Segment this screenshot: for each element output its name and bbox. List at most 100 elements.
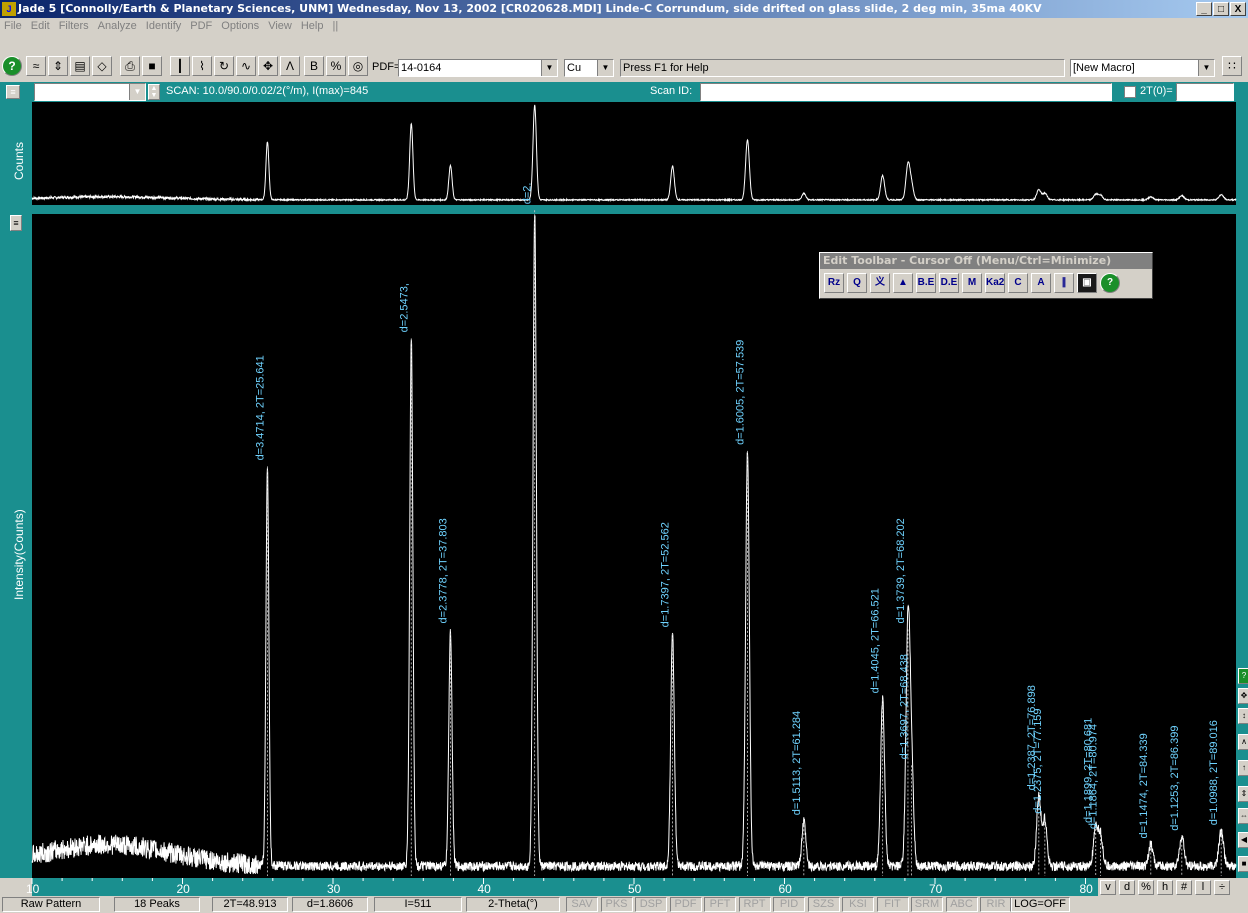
status-flag[interactable]: PKS [600,897,633,912]
edit-tool-button[interactable]: C [1008,273,1028,293]
move-icon[interactable]: ✥ [1238,688,1248,704]
status-flag[interactable]: RPT [738,897,771,912]
floppy-icon[interactable]: ■ [142,56,162,76]
panel-toggle-icon[interactable]: ≡ [6,85,20,99]
panel-toggle-icon[interactable]: ≡ [10,215,22,231]
status-axis[interactable]: 2-Theta(°) [466,897,560,912]
macro-run-icon[interactable]: ∷ [1222,56,1242,76]
unit-button[interactable]: d [1119,880,1135,895]
edit-tool-button[interactable]: ? [1100,273,1120,293]
help-icon[interactable]: ? [2,56,22,76]
menu-options[interactable]: Options [221,20,260,32]
edit-tool-button[interactable]: D.E [939,273,959,293]
globe-icon[interactable]: ◎ [348,56,368,76]
chevron-down-icon[interactable]: ▼ [597,60,613,76]
status-flag[interactable]: PFT [704,897,736,912]
twotheta0-checkbox[interactable] [1124,86,1136,98]
bg-icon[interactable]: B [304,56,324,76]
unit-button[interactable]: ÷ [1214,880,1230,895]
element-value: Cu [567,62,582,74]
filter-icon[interactable]: ≈ [26,56,46,76]
unit-button[interactable]: v [1100,880,1116,895]
unit-button[interactable]: l [1195,880,1211,895]
arrow-leftright-icon[interactable]: ⇔ [1238,808,1248,824]
unit-button[interactable]: h [1157,880,1173,895]
element-select[interactable]: Cu ▼ [564,59,614,77]
cycle-icon[interactable]: ↻ [214,56,234,76]
peaks-icon[interactable]: ⌇ [192,56,212,76]
x-tick-label: 40 [478,882,492,896]
help-icon[interactable]: ? [1238,668,1248,684]
status-flag[interactable]: ABC [945,897,978,912]
edit-tool-button[interactable]: Q [847,273,867,293]
menu-identify[interactable]: Identify [145,20,182,32]
twotheta0-input[interactable]: 0.0 [1176,83,1234,101]
arrows-icon[interactable]: ✥ [258,56,278,76]
chevron-down-icon[interactable]: ▼ [541,60,557,76]
status-flag[interactable]: FIT [876,897,909,912]
edit-toolbar-caption[interactable]: Edit Toolbar - Cursor Off (Menu/Ctrl=Min… [820,253,1152,269]
status-flag[interactable]: KSI [842,897,874,912]
arrow-up-icon[interactable]: ↑ [1238,760,1248,776]
status-flag[interactable]: RIR [980,897,1012,912]
edit-tool-button[interactable]: 义 [870,273,890,293]
spin-icon[interactable]: ▲ ▼ [148,84,160,100]
status-flag[interactable]: SAV [566,897,598,912]
edit-tool-button[interactable]: Ka2 [985,273,1005,293]
open-folder-icon[interactable]: ▤ [70,56,90,76]
x-tick-label: 20 [177,882,191,896]
unit-button[interactable]: # [1176,880,1192,895]
arrow-updown-icon[interactable]: ⇕ [1238,786,1248,802]
edit-tool-button[interactable]: M [962,273,982,293]
menu-view[interactable]: View [268,20,292,32]
expand-icon[interactable]: ↕ [1238,708,1248,724]
file-select[interactable]: CR020628.MDI ▼ [34,83,146,101]
menu-analyze[interactable]: Analyze [97,20,137,32]
print-icon[interactable]: ⎙ [120,56,140,76]
bars-icon[interactable]: ┃ [170,56,190,76]
minimize-button[interactable]: _ [1196,2,1212,16]
scan-id-field[interactable]: Linde-C Corrundum, side drifted on glass… [700,83,1112,101]
edit-tool-button[interactable]: B.E [916,273,936,293]
peak-label: d=1.1864, 2T=80.974 [1088,724,1100,829]
updown-icon[interactable]: ⇕ [48,56,68,76]
percent-icon[interactable]: % [326,56,346,76]
maximize-button[interactable]: □ [1213,2,1229,16]
status-flag[interactable]: SRM [911,897,943,912]
x-tick-label: 50 [628,882,642,896]
jade-app-icon[interactable]: J [2,2,16,16]
diffraction-pattern-line [31,215,1237,875]
x-tick-label: 60 [779,882,793,896]
status-flag[interactable]: SZS [807,897,840,912]
menu-help[interactable]: Help [300,20,324,32]
smooth-icon[interactable]: ∿ [236,56,256,76]
pdf-value: 14-0164 [401,62,442,74]
chevron-down-icon[interactable]: ▼ [1198,60,1214,76]
edit-tool-button[interactable]: ∥ [1054,273,1074,293]
menu-edit[interactable]: Edit [30,20,50,32]
stop-icon[interactable]: ■ [1238,856,1248,872]
status-flag[interactable]: DSP [635,897,667,912]
edit-tool-button[interactable]: ▣ [1077,273,1097,293]
close-button[interactable]: X [1230,2,1246,16]
edit-tool-button[interactable]: Rz [824,273,844,293]
status-flag[interactable]: PDF [669,897,702,912]
macro-select[interactable]: [New Macro] ▼ [1070,59,1215,77]
menu-filters[interactable]: Filters [58,20,89,32]
edit-tool-button[interactable]: ▲ [893,273,913,293]
menu-file[interactable]: File [4,20,22,32]
x-tick-label: 30 [327,882,341,896]
chevron-down-icon[interactable]: ▼ [129,84,145,100]
save-icon[interactable]: ◇ [92,56,112,76]
status-flag[interactable]: PID [773,897,805,912]
edit-tool-button[interactable]: A [1031,273,1051,293]
status-d: d=1.8606 [292,897,368,912]
peak-shape-icon[interactable]: Λ [280,56,300,76]
unit-button[interactable]: % [1138,880,1154,895]
arrow-left-icon[interactable]: ◀ [1238,832,1248,848]
zoom-up-icon[interactable]: ∧ [1238,734,1248,750]
pdf-select[interactable]: 14-0164 ▼ [398,59,558,77]
status-log[interactable]: LOG=OFF [1010,897,1070,912]
menu-pdf[interactable]: PDF [190,20,213,32]
